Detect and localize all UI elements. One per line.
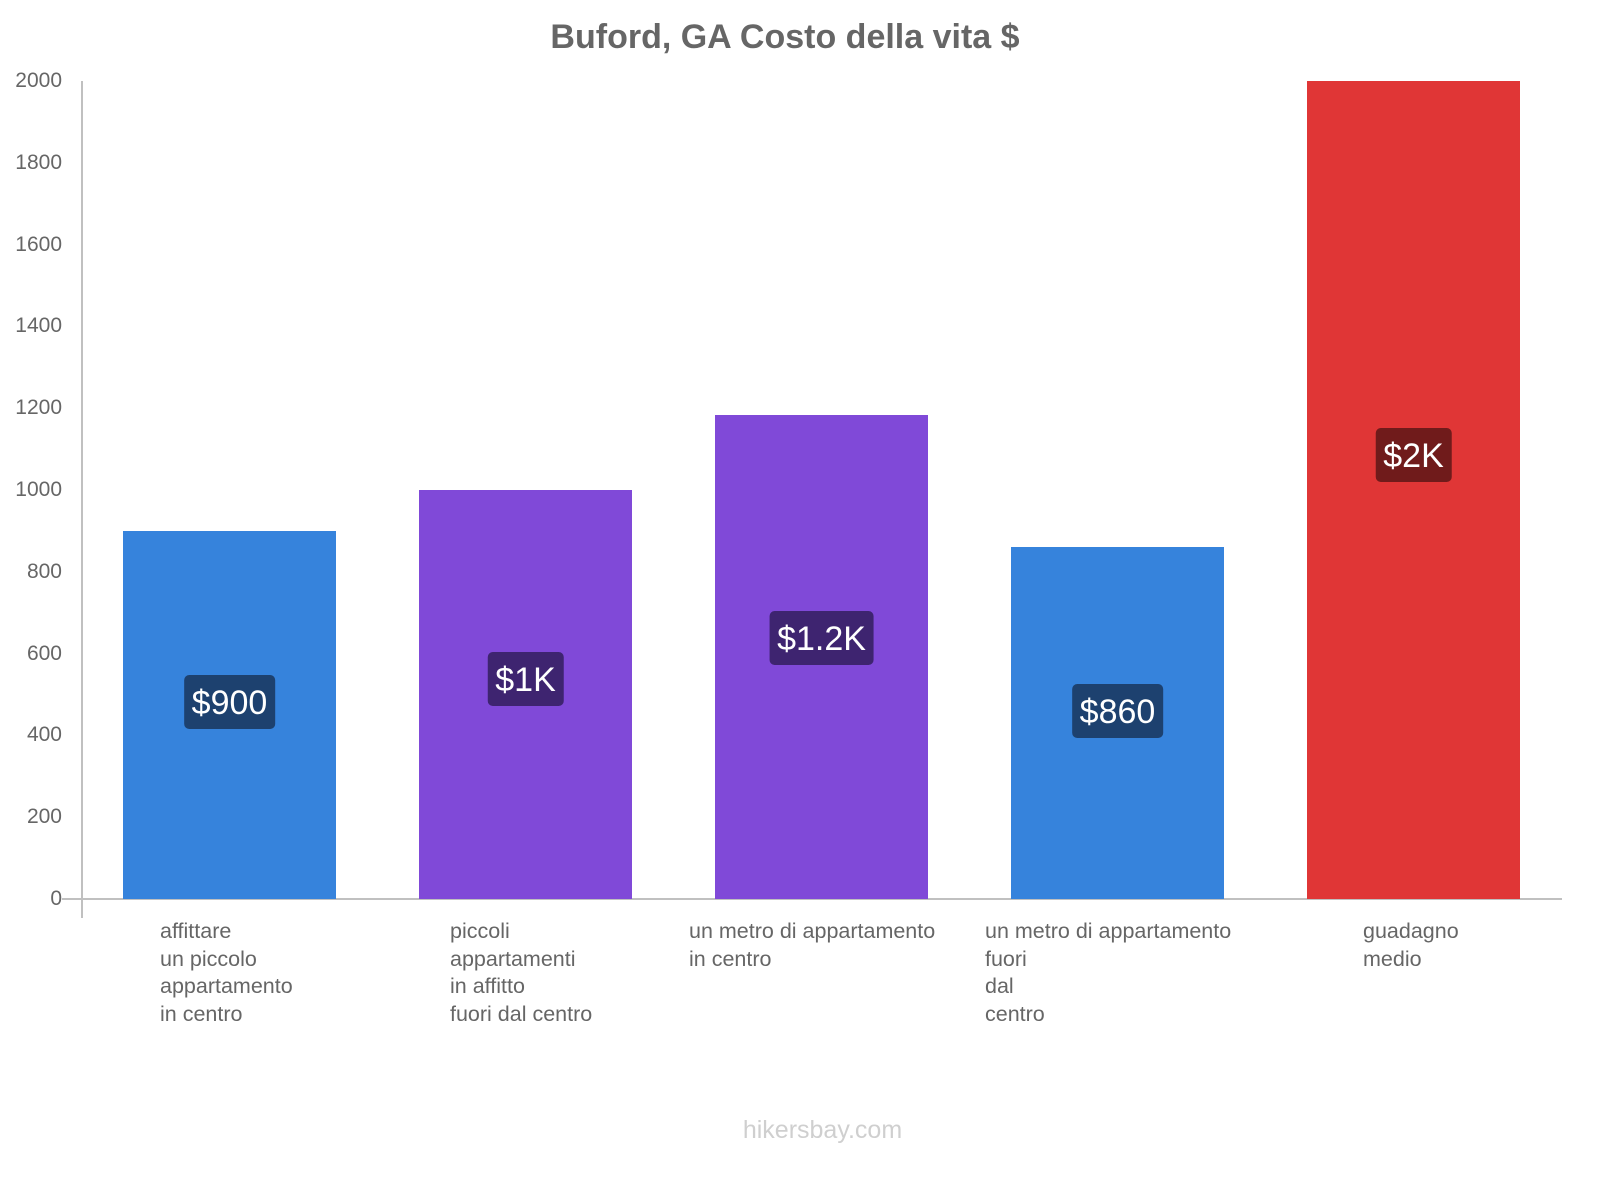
x-category-label: un metro di appartamento in centro [689,919,936,971]
y-tick-label: 1000 [15,478,62,501]
y-tick-label: 400 [26,723,62,747]
x-category-label: affittare un piccolo appartamento in cen… [160,919,293,1026]
bar[interactable] [1307,81,1520,899]
bar-value-label: $1K [487,652,564,707]
chart-title: Buford, GA Costo della vita $ [550,18,1020,56]
y-tick-label: 200 [26,805,62,829]
y-tick-label: 0 [50,887,62,910]
y-tick-label: 1200 [15,396,62,420]
y-tick-label: 1800 [15,150,62,174]
watermark: hikersbay.com [742,1116,903,1144]
bar-value-label: $900 [183,674,276,729]
bar-value-label: $860 [1071,683,1164,738]
bar-value-label: $1.2K [769,610,874,665]
x-axis-line [62,898,1562,900]
y-tick-label: 600 [26,641,62,665]
x-category-label: piccoli appartamenti in affitto fuori da… [450,919,593,1026]
y-tick-label: 800 [26,559,62,583]
y-tick-mark [62,899,81,900]
x-category-label: guadagno medio [1363,919,1459,971]
y-axis-line [81,81,83,918]
y-tick-label: 2000 [15,69,62,92]
bar-value-label: $2K [1375,428,1452,482]
y-tick-label: 1600 [15,232,62,256]
x-category-label: un metro di appartamento fuori dal centr… [985,919,1232,1026]
y-tick-label: 1400 [15,314,62,338]
